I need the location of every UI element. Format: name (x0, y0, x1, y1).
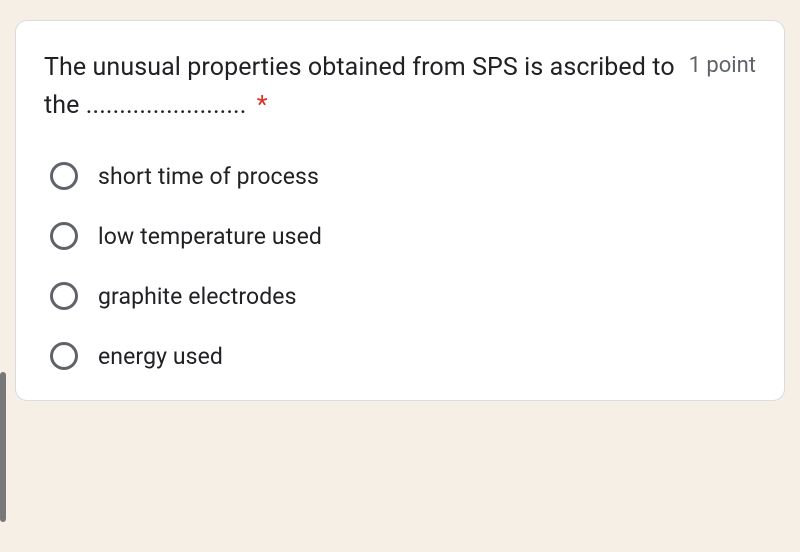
required-indicator: * (257, 91, 268, 120)
radio-icon (50, 162, 78, 190)
question-header: The unusual properties obtained from SPS… (44, 49, 756, 124)
option-2[interactable]: graphite electrodes (50, 282, 756, 310)
question-card: The unusual properties obtained from SPS… (15, 20, 785, 401)
option-label: graphite electrodes (98, 283, 297, 310)
options-group: short time of process low temperature us… (44, 162, 756, 370)
option-label: low temperature used (98, 223, 322, 250)
option-label: energy used (98, 343, 223, 370)
radio-icon (50, 342, 78, 370)
radio-icon (50, 282, 78, 310)
option-1[interactable]: low temperature used (50, 222, 756, 250)
option-label: short time of process (98, 163, 319, 190)
option-0[interactable]: short time of process (50, 162, 756, 190)
question-text: The unusual properties obtained from SPS… (44, 49, 677, 124)
question-text-content: The unusual properties obtained from SPS… (44, 53, 675, 120)
option-3[interactable]: energy used (50, 342, 756, 370)
radio-icon (50, 222, 78, 250)
points-label: 1 point (689, 53, 756, 78)
scroll-indicator (0, 372, 6, 522)
